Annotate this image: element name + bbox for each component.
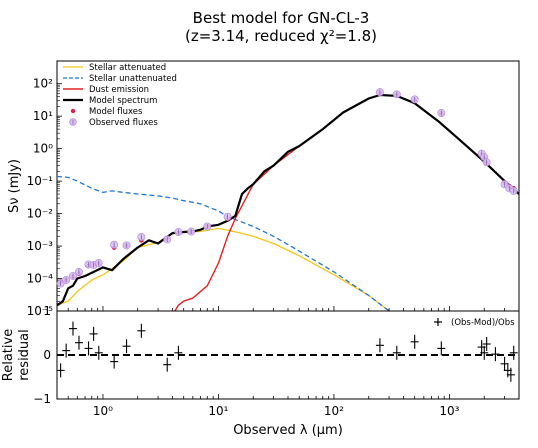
y-axis-label: Sν (mJy): [7, 159, 22, 213]
series-dust-emission: [174, 94, 520, 312]
legend-label-observed-fluxes: Observed fluxes: [89, 118, 158, 128]
legend-label-model-spectrum: Model spectrum: [89, 96, 157, 106]
x-tick-label: 10³: [439, 404, 459, 418]
residual-legend-label: (Obs-Mod)/Obs: [451, 318, 515, 328]
x-axis-label: Observed λ (μm): [233, 423, 343, 438]
y-tick-label: 10²: [33, 77, 53, 91]
x-tick-label: 10⁰: [93, 404, 113, 418]
residual-y-tick-label: 0: [43, 348, 51, 362]
residual-y-ticks: −1 0 1: [33, 304, 62, 406]
legend-label-model-fluxes: Model fluxes: [89, 107, 143, 117]
y-tick-label: 10⁻¹: [27, 174, 54, 188]
x-ticks: 10⁰ 10¹ 10² 10³: [56, 306, 520, 418]
residual-legend: (Obs-Mod)/Obs: [434, 318, 515, 328]
chart-title-line1: Best model for GN-CL-3: [193, 9, 370, 27]
series-model-spectrum: [56, 93, 520, 307]
chart-title-line2: (z=3.14, reduced χ²=1.8): [185, 27, 377, 45]
residual-points: [56, 321, 518, 382]
main-markers: [56, 88, 518, 288]
legend-label-stellar-unattenuated: Stellar unattenuated: [89, 74, 177, 84]
y-tick-label: 10⁰: [33, 142, 53, 156]
main-y-ticks: 10⁻⁵ 10⁻⁴ 10⁻³ 10⁻² 10⁻¹ 10⁰ 10¹ 10²: [27, 77, 62, 318]
legend-label-stellar-attenuated: Stellar attenuated: [89, 63, 166, 73]
residual-legend-marker: [434, 318, 442, 326]
residual-y-tick-label: −1: [33, 392, 51, 406]
y-tick-label: 10⁻²: [27, 207, 54, 221]
y-tick-label: 10⁻⁵: [27, 304, 54, 318]
x-tick-label: 10²: [324, 404, 344, 418]
residual-y-label-line2: residual: [17, 329, 32, 381]
residual-panel: −1 0 1 (Obs-Mod)/Obs: [33, 304, 520, 406]
y-tick-label: 10⁻³: [27, 239, 54, 253]
main-panel: 10⁻⁵ 10⁻⁴ 10⁻³ 10⁻² 10⁻¹ 10⁰ 10¹ 10² Stellar at…: [27, 60, 520, 318]
series-stellar-unattenuated: [56, 175, 390, 312]
residual-y-label-line1: Relative: [1, 329, 16, 381]
legend-marker-model: [70, 108, 76, 114]
x-tick-label: 10¹: [208, 404, 228, 418]
y-tick-label: 10¹: [33, 109, 53, 123]
legend-label-dust-emission: Dust emission: [89, 85, 149, 95]
residual-y-tick-label: 1: [43, 304, 51, 318]
y-tick-label: 10⁻⁴: [27, 272, 54, 286]
